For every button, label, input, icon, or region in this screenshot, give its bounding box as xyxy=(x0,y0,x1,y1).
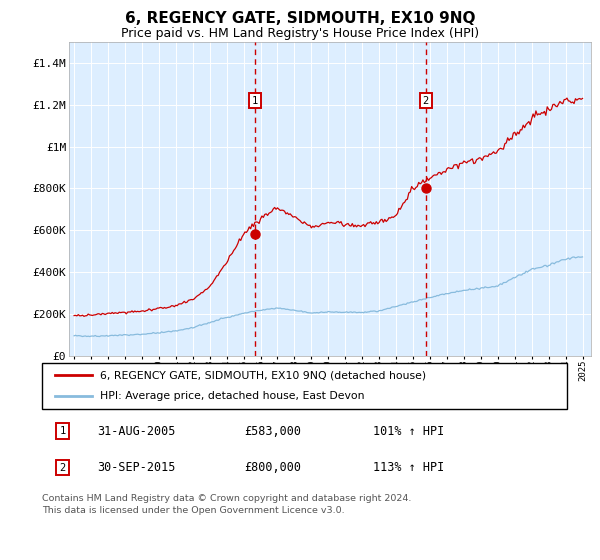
Text: 1: 1 xyxy=(59,426,65,436)
Text: 2: 2 xyxy=(422,96,429,105)
Text: £800,000: £800,000 xyxy=(244,461,301,474)
Text: HPI: Average price, detached house, East Devon: HPI: Average price, detached house, East… xyxy=(100,391,364,402)
Text: 101% ↑ HPI: 101% ↑ HPI xyxy=(373,424,444,438)
Text: 1: 1 xyxy=(252,96,258,105)
Text: 113% ↑ HPI: 113% ↑ HPI xyxy=(373,461,444,474)
Text: Price paid vs. HM Land Registry's House Price Index (HPI): Price paid vs. HM Land Registry's House … xyxy=(121,27,479,40)
Text: 6, REGENCY GATE, SIDMOUTH, EX10 9NQ (detached house): 6, REGENCY GATE, SIDMOUTH, EX10 9NQ (det… xyxy=(100,370,426,380)
Text: 30-SEP-2015: 30-SEP-2015 xyxy=(97,461,176,474)
Text: 31-AUG-2005: 31-AUG-2005 xyxy=(97,424,176,438)
Text: 6, REGENCY GATE, SIDMOUTH, EX10 9NQ: 6, REGENCY GATE, SIDMOUTH, EX10 9NQ xyxy=(125,11,475,26)
Text: Contains HM Land Registry data © Crown copyright and database right 2024.: Contains HM Land Registry data © Crown c… xyxy=(42,494,412,503)
Text: This data is licensed under the Open Government Licence v3.0.: This data is licensed under the Open Gov… xyxy=(42,506,344,515)
Text: £583,000: £583,000 xyxy=(244,424,301,438)
Text: 2: 2 xyxy=(59,463,65,473)
